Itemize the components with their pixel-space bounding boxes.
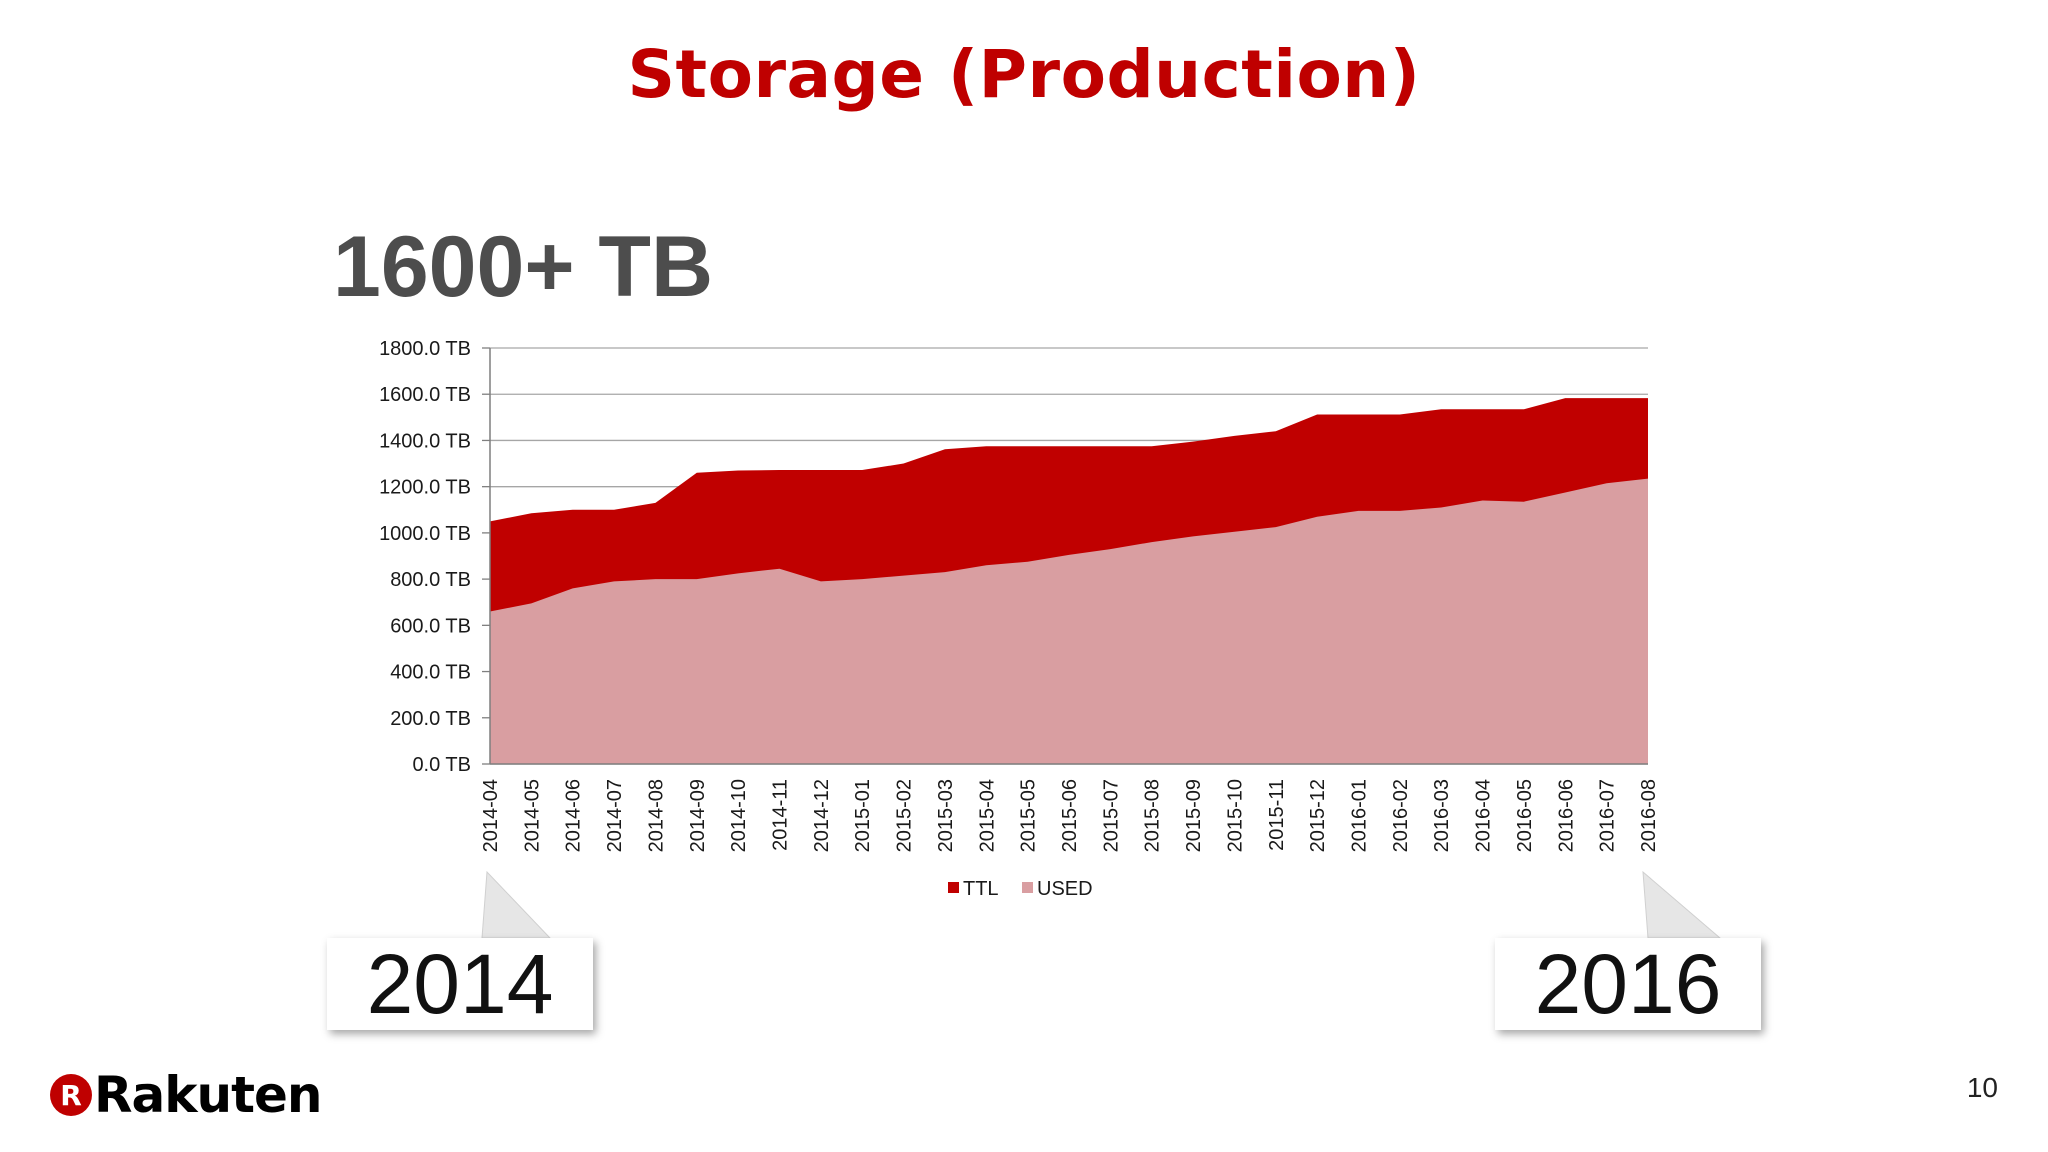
- legend-swatch-used: [1022, 882, 1033, 893]
- x-tick-label: 2014-09: [687, 779, 709, 852]
- x-tick-label: 2015-08: [1142, 779, 1164, 852]
- x-tick-label: 2014-07: [604, 779, 626, 852]
- x-tick-label: 2015-09: [1183, 779, 1205, 852]
- y-tick-label: 200.0 TB: [390, 708, 471, 730]
- x-tick-label: 2014-11: [770, 779, 792, 851]
- y-tick-label: 0.0 TB: [412, 754, 471, 776]
- y-tick-labels: 0.0 TB 200.0 TB 400.0 TB 600.0 TB 800.0 TB 10…: [379, 338, 471, 776]
- x-tick-label: 2014-12: [811, 779, 833, 852]
- legend-label-used: USED: [1037, 878, 1093, 900]
- callout-start-year: 2014: [327, 938, 593, 1030]
- x-tick-label: 2015-06: [1059, 779, 1081, 852]
- rakuten-logo: R Rakuten: [50, 1066, 322, 1124]
- x-tick-label: 2016-07: [1597, 779, 1619, 852]
- x-tick-label: 2014-06: [563, 779, 585, 852]
- callout-connector-start: [481, 870, 552, 939]
- x-tick-label: 2016-05: [1514, 779, 1536, 852]
- rakuten-r-icon: R: [50, 1074, 92, 1116]
- x-tick-label: 2015-03: [935, 779, 957, 852]
- x-tick-label: 2015-07: [1100, 779, 1122, 852]
- x-tick-label: 2016-02: [1390, 779, 1412, 852]
- y-tick-label: 1400.0 TB: [379, 430, 471, 452]
- x-tick-label: 2014-10: [728, 779, 750, 852]
- x-tick-label: 2014-04: [480, 779, 502, 852]
- y-tick-label: 1600.0 TB: [379, 384, 471, 406]
- area-series: [490, 398, 1648, 764]
- y-tick-label: 400.0 TB: [390, 662, 471, 684]
- logo-wordmark: Rakuten: [94, 1066, 322, 1124]
- headline-total-storage: 1600+ TB: [333, 219, 714, 315]
- y-tick-label: 1200.0 TB: [379, 477, 471, 499]
- x-tick-label: 2014-05: [521, 779, 543, 852]
- callout-connector-end: [1642, 870, 1722, 939]
- callout-connectors: [481, 870, 1722, 939]
- x-tick-labels: 2014-04 2014-05 2014-06 2014-07 2014-08 2014-…: [480, 779, 1660, 852]
- x-tick-label: 2014-08: [645, 779, 667, 852]
- x-tick-label: 2016-01: [1349, 779, 1371, 852]
- y-tick-label: 1800.0 TB: [379, 338, 471, 360]
- x-tick-label: 2015-12: [1307, 779, 1329, 852]
- x-tick-label: 2015-10: [1224, 779, 1246, 852]
- legend-label-ttl: TTL: [963, 878, 999, 900]
- axes: [482, 347, 1648, 765]
- x-tick-label: 2016-03: [1431, 779, 1453, 852]
- x-tick-label: 2015-11: [1266, 779, 1288, 851]
- legend: TTL USED: [948, 878, 1093, 900]
- y-tick-label: 600.0 TB: [390, 615, 471, 637]
- callout-end-year: 2016: [1495, 938, 1761, 1030]
- x-tick-label: 2016-04: [1473, 779, 1495, 852]
- legend-swatch-ttl: [948, 882, 959, 893]
- x-tick-label: 2015-04: [976, 779, 998, 852]
- x-tick-label: 2015-02: [894, 779, 916, 852]
- x-tick-label: 2016-06: [1555, 779, 1577, 852]
- x-tick-label: 2015-05: [1018, 779, 1040, 852]
- x-tick-label: 2016-08: [1638, 779, 1660, 852]
- y-tick-label: 1000.0 TB: [379, 523, 471, 545]
- x-tick-label: 2015-01: [852, 779, 874, 852]
- area-used: [490, 478, 1648, 764]
- y-tick-label: 800.0 TB: [390, 569, 471, 591]
- page-number: 10: [1966, 1072, 1998, 1103]
- slide-title: Storage (Production): [627, 36, 1421, 113]
